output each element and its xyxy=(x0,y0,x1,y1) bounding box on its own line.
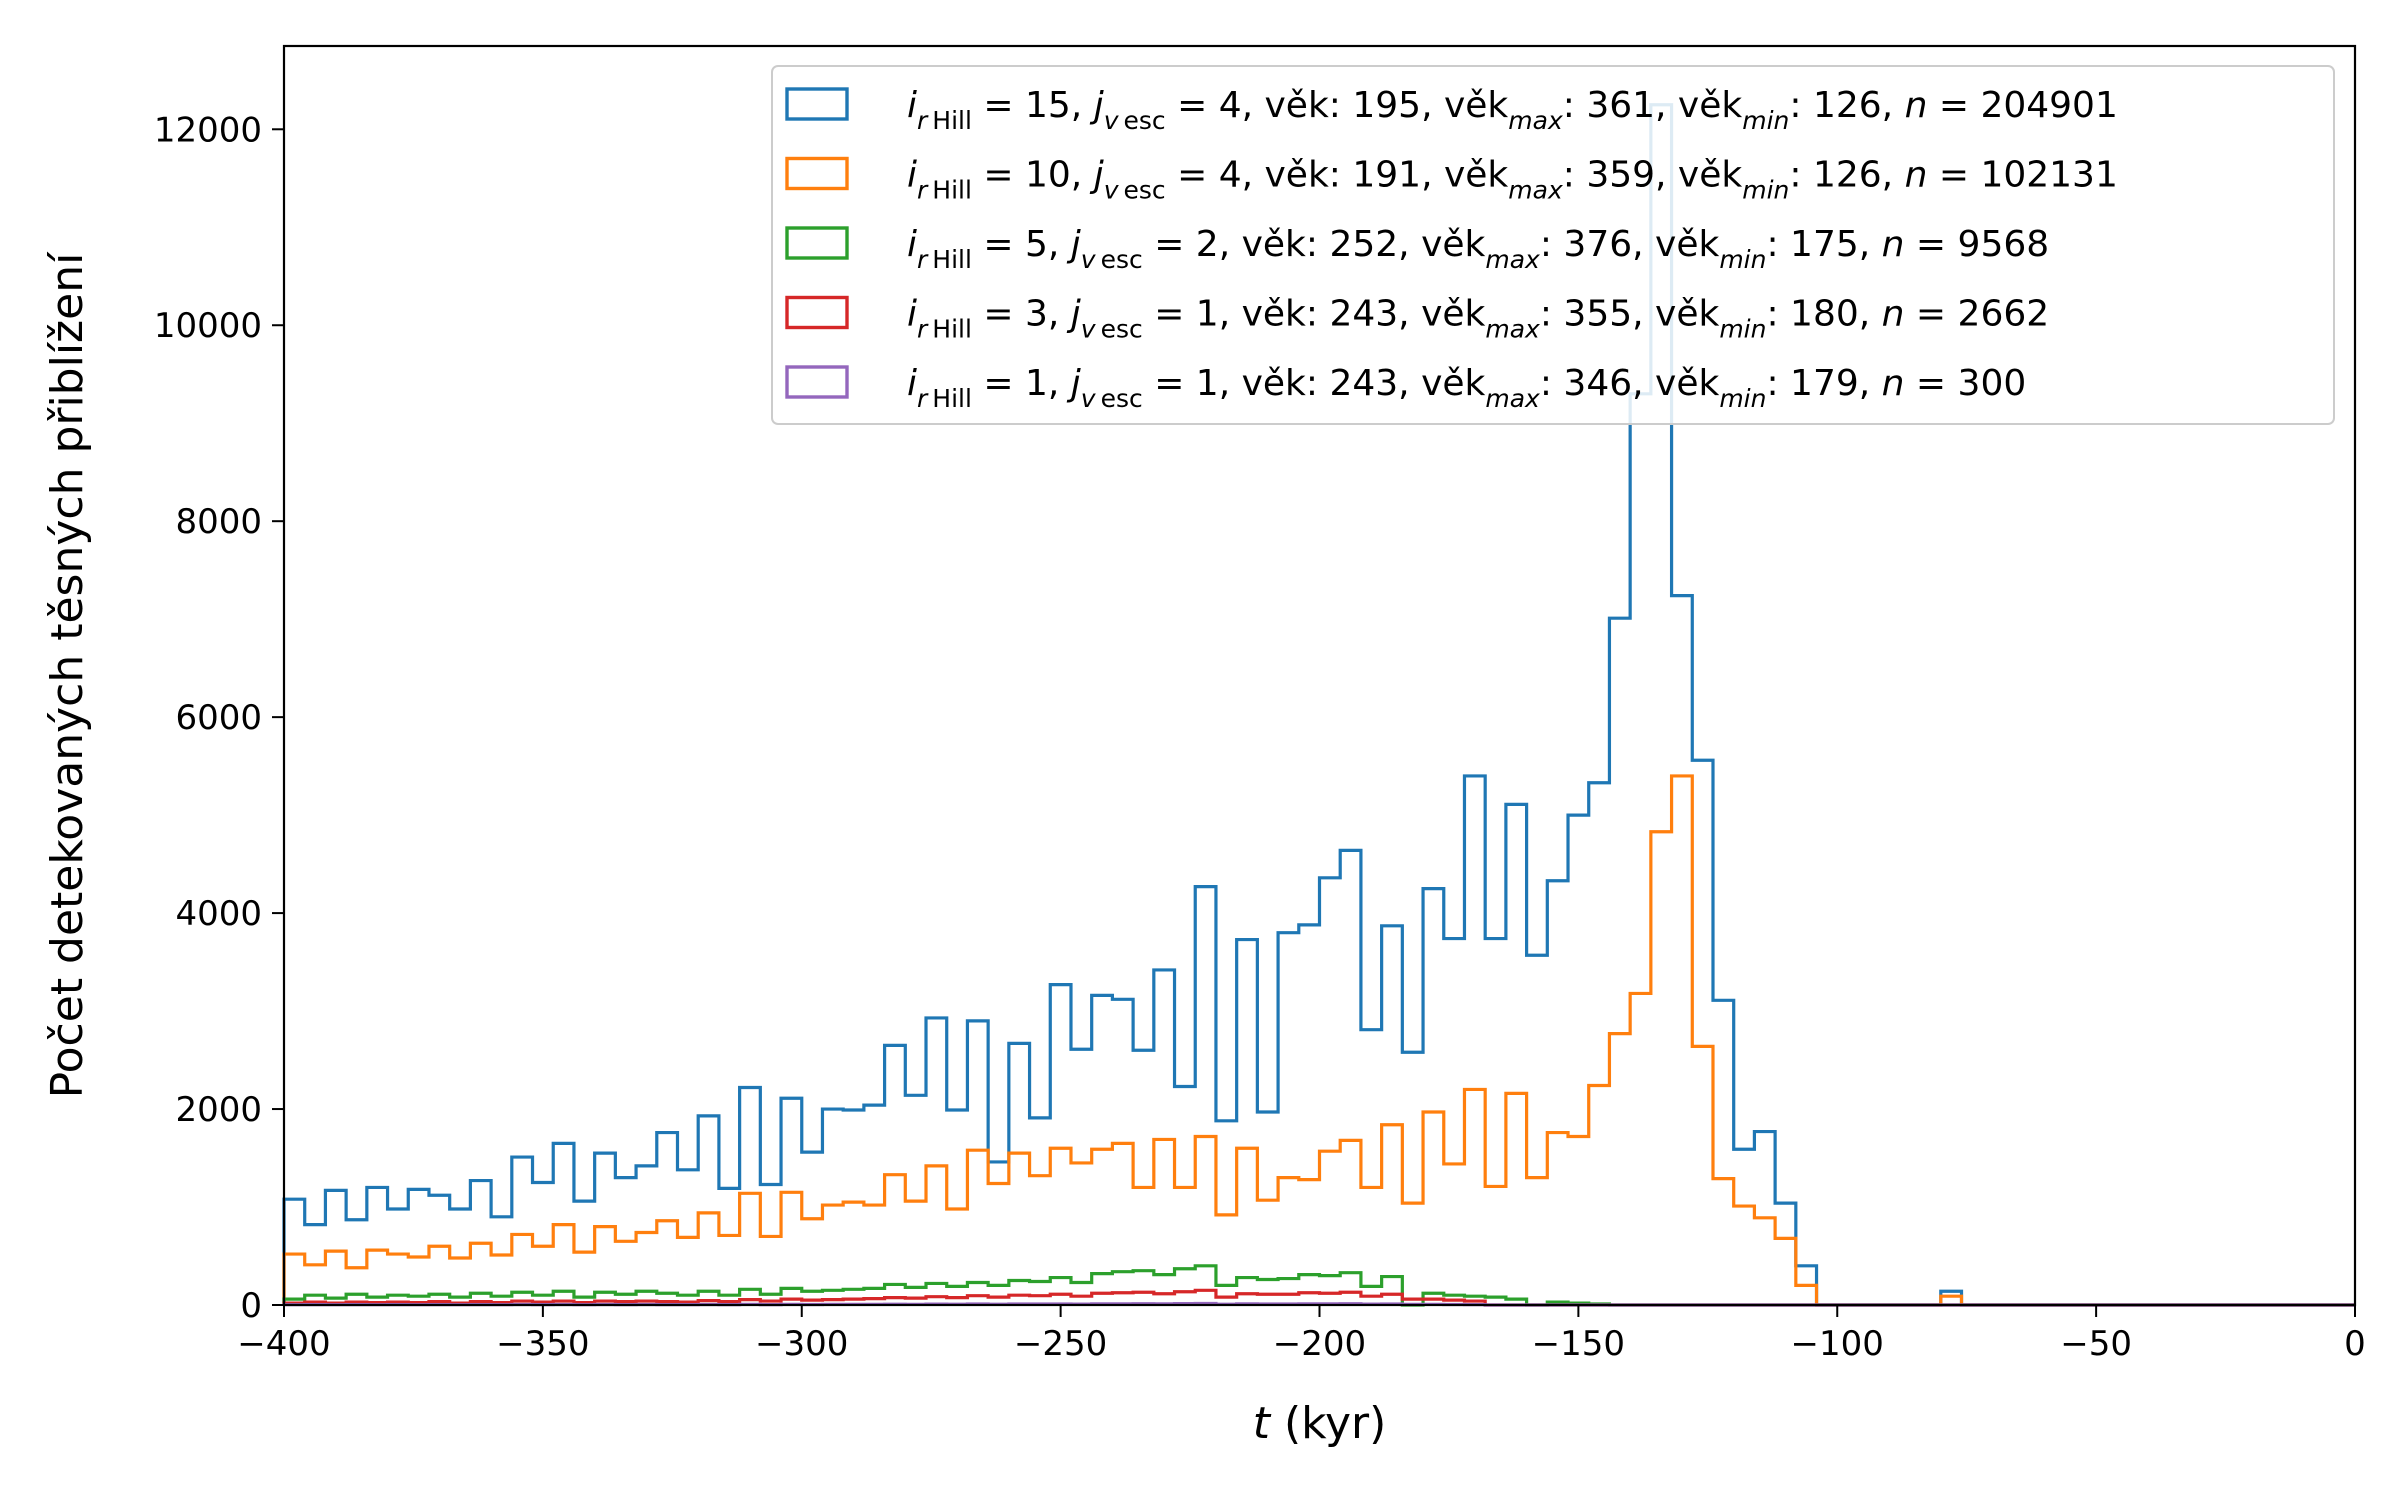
x-tick-label: 0 xyxy=(2344,1324,2366,1364)
y-axis-label: Počet detekovaných těsných přiblížení xyxy=(42,251,93,1098)
x-axis: −400 −350 −300 −250 −200 −150 −100 −50 0 xyxy=(237,1305,2366,1364)
legend-swatch xyxy=(785,156,849,191)
x-tick-label: −350 xyxy=(496,1324,589,1364)
y-tick-label: 0 xyxy=(240,1286,262,1326)
x-tick-label: −250 xyxy=(1014,1324,1107,1364)
legend-swatch xyxy=(785,365,849,399)
legend-entry: ir Hill = 15, jv esc = 4, věk: 195, věkm… xyxy=(907,85,2118,135)
y-tick-label: 12000 xyxy=(154,110,262,150)
series-1-step xyxy=(282,103,2355,1307)
series-layer xyxy=(282,103,2355,1307)
x-axis-label-rest: (kyr) xyxy=(1270,1398,1386,1449)
x-tick-label: −100 xyxy=(1791,1324,1884,1364)
legend-swatch xyxy=(785,226,849,260)
legend-entry: ir Hill = 3, jv esc = 1, věk: 243, věkma… xyxy=(907,294,2049,344)
x-axis-label: t (kyr) xyxy=(1253,1398,1387,1449)
x-tick-label: −150 xyxy=(1532,1324,1625,1364)
legend-swatch xyxy=(785,87,849,121)
series-2-step xyxy=(282,774,2355,1307)
x-tick-label: −200 xyxy=(1273,1324,1366,1364)
legend-entry: ir Hill = 5, jv esc = 2, věk: 252, věkma… xyxy=(907,224,2049,274)
legend-entry: ir Hill = 1, jv esc = 1, věk: 243, věkma… xyxy=(907,363,2026,413)
x-tick-label: −400 xyxy=(237,1324,330,1364)
y-tick-label: 10000 xyxy=(154,306,262,346)
legend-box xyxy=(771,65,2335,425)
y-tick-label: 4000 xyxy=(175,894,262,934)
y-axis: 0 2000 4000 6000 8000 10000 12000 xyxy=(154,110,284,1326)
x-axis-label-var: t xyxy=(1253,1398,1272,1449)
legend-swatch xyxy=(785,295,849,330)
legend: ir Hill = 15, jv esc = 4, věk: 195, věkm… xyxy=(771,65,2335,425)
y-tick-label: 6000 xyxy=(175,698,262,738)
y-tick-label: 8000 xyxy=(175,502,262,542)
x-tick-label: −50 xyxy=(2060,1324,2132,1364)
x-tick-label: −300 xyxy=(755,1324,848,1364)
y-tick-label: 2000 xyxy=(175,1090,262,1130)
legend-entry: ir Hill = 10, jv esc = 4, věk: 191, věkm… xyxy=(907,155,2118,205)
